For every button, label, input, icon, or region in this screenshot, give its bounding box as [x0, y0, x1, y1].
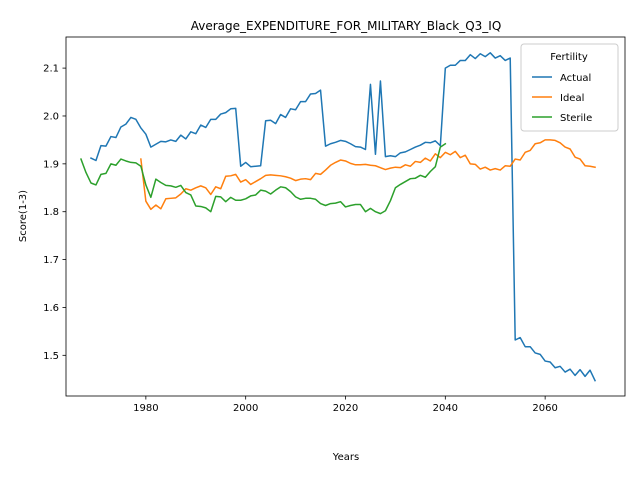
y-tick-label: 2.0: [43, 111, 59, 122]
legend-label-ideal: Ideal: [560, 93, 584, 104]
y-tick-label: 1.7: [43, 255, 59, 266]
x-tick-label: 2020: [333, 403, 358, 414]
series-lines: [80, 52, 597, 382]
legend-label-actual: Actual: [560, 73, 591, 84]
x-tick-label: 2000: [233, 403, 258, 414]
y-axis-label: Score(1-3): [18, 190, 29, 242]
x-tick-label: 2040: [433, 403, 458, 414]
series-line-ideal: [140, 139, 596, 211]
legend-box: [520, 43, 619, 132]
series-line-actual: [89, 52, 597, 382]
axes-frame: [65, 36, 626, 397]
legend-label-sterile: Sterile: [560, 113, 592, 124]
y-tick-label: 1.5: [43, 351, 59, 362]
x-tick-label: 1980: [133, 403, 158, 414]
legend: Fertility Actual Ideal Sterile: [520, 43, 619, 132]
y-tick-label: 1.9: [43, 159, 59, 170]
y-axis: 1.5 1.6 1.7 1.8 1.9 2.0 2.1: [43, 64, 66, 362]
x-axis: 1980 2000 2020 2040 2060: [133, 396, 558, 414]
x-tick-label: 2060: [532, 403, 557, 414]
y-tick-label: 1.6: [43, 303, 59, 314]
series-line-sterile: [80, 142, 447, 215]
chart-title: Average_EXPENDITURE_FOR_MILITARY_Black_Q…: [191, 19, 502, 33]
y-tick-label: 1.8: [43, 207, 59, 218]
x-axis-label: Years: [332, 452, 359, 463]
y-tick-label: 2.1: [43, 64, 59, 75]
legend-title: Fertility: [550, 52, 588, 63]
